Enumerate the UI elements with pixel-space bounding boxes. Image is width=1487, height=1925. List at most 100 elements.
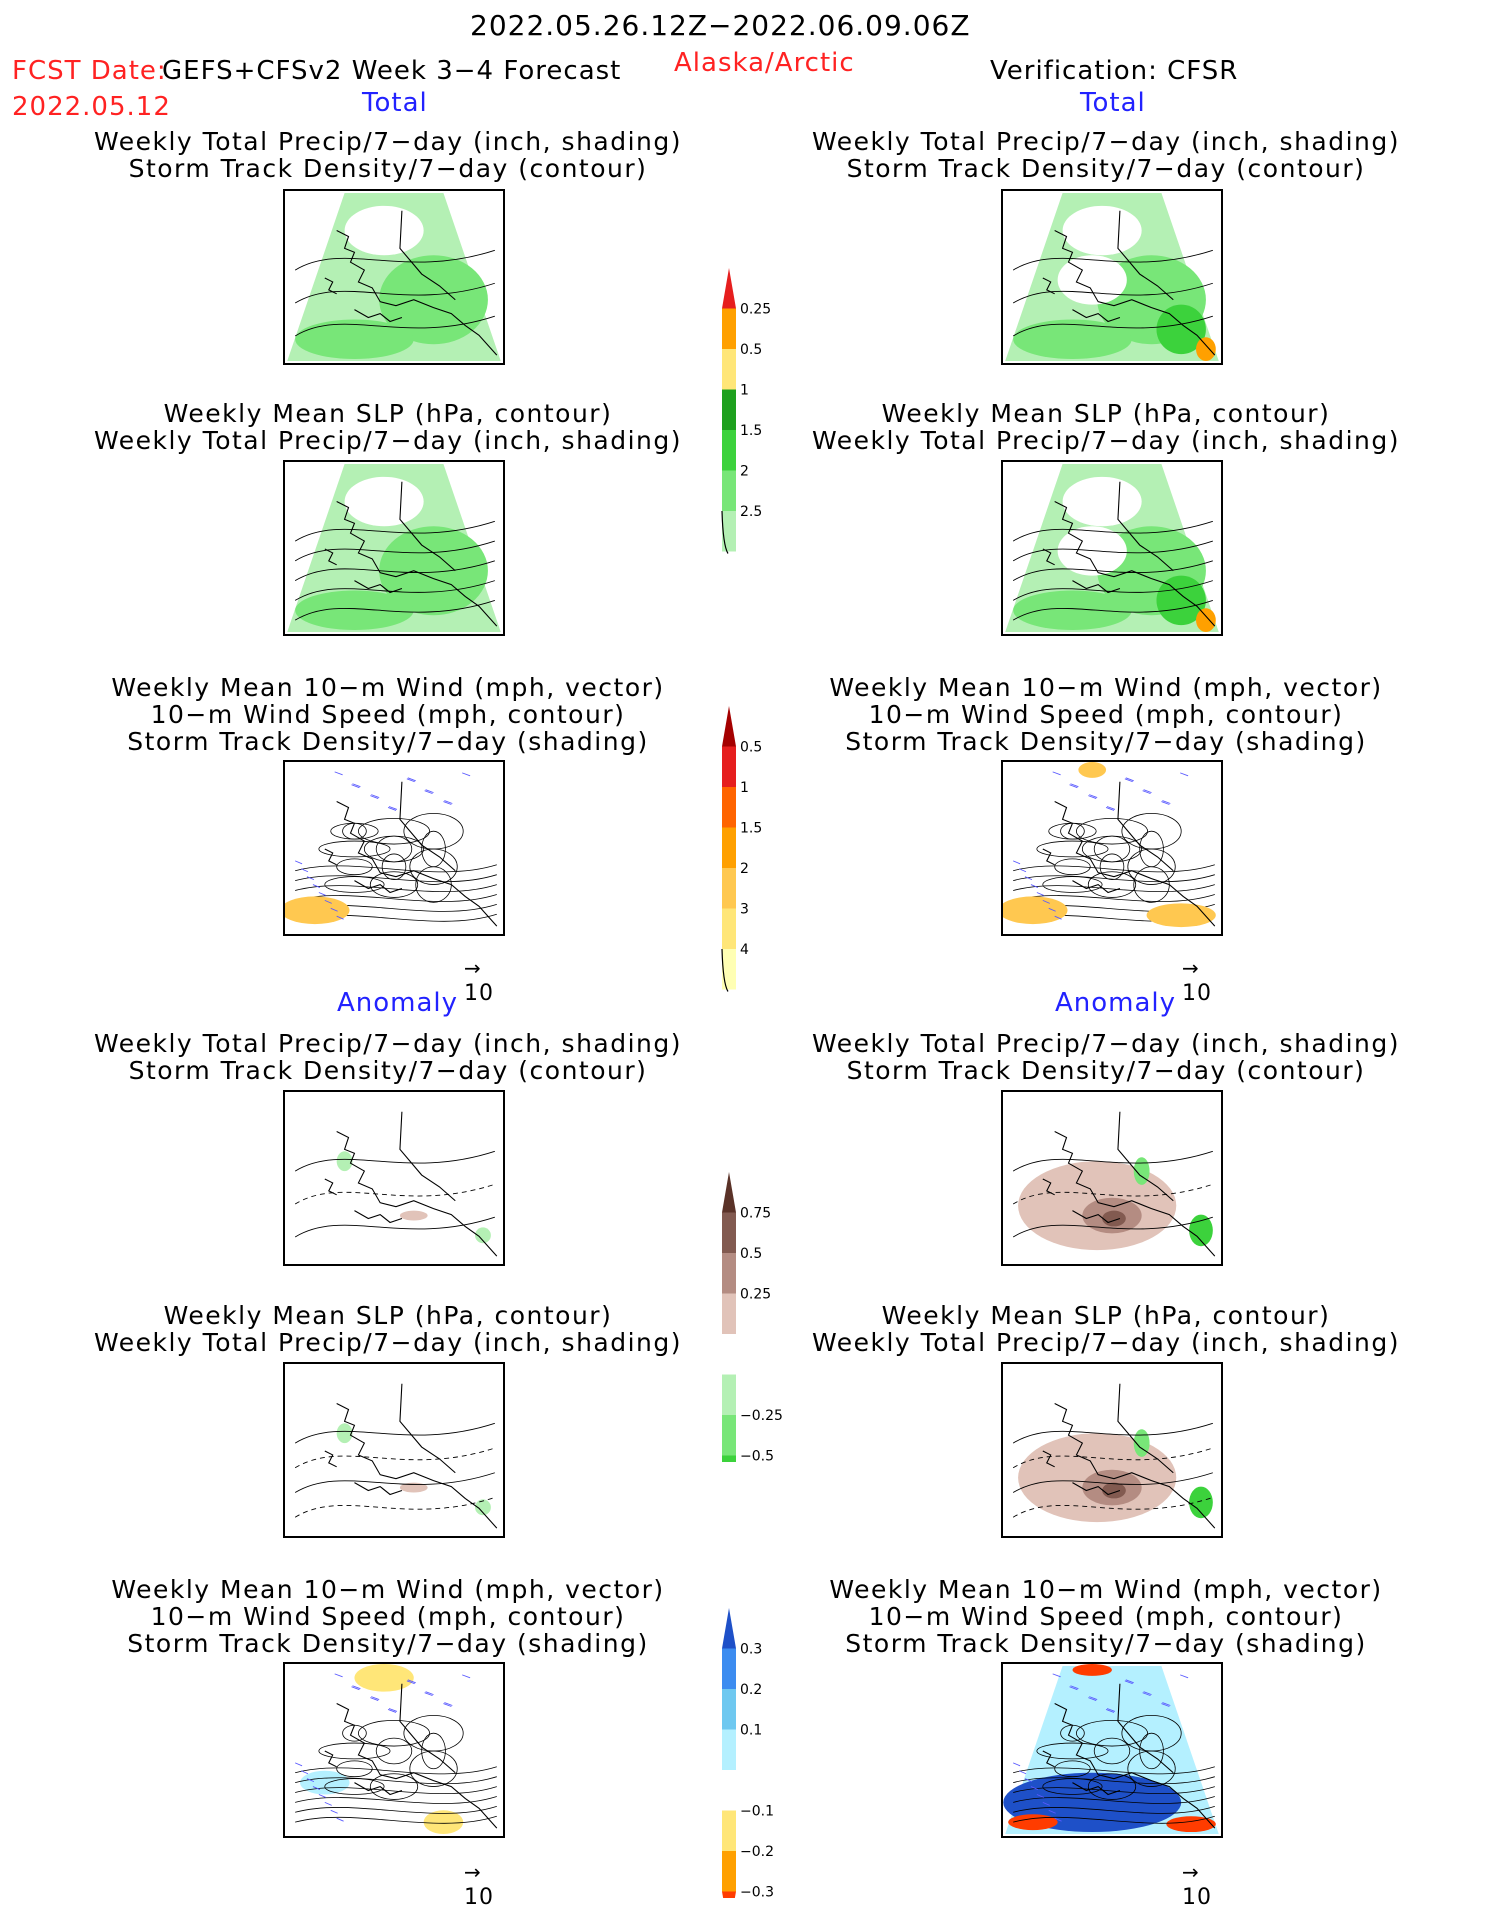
colorbar-swatch bbox=[722, 268, 736, 309]
coastline bbox=[1042, 781, 1216, 927]
wind-vectors bbox=[294, 771, 471, 920]
map-total-wind-forecast bbox=[283, 760, 505, 936]
precip-anomaly-shading bbox=[336, 1423, 353, 1444]
coastline bbox=[1042, 1683, 1216, 1829]
storm-anomaly-shading bbox=[354, 1664, 414, 1692]
precip-shading bbox=[1156, 575, 1206, 626]
colorbar-swatch bbox=[722, 1212, 736, 1253]
coastline bbox=[1042, 210, 1216, 356]
coastline bbox=[324, 481, 498, 627]
panel-title: Weekly Total Precip/7−day (inch, shading… bbox=[93, 127, 683, 183]
colorbar-swatch bbox=[722, 1253, 736, 1294]
colorbar-tail bbox=[721, 510, 729, 554]
coastline bbox=[324, 781, 498, 927]
vector-reference: → 10 bbox=[1182, 1860, 1212, 1910]
panel-title: Weekly Mean SLP (hPa, contour) Weekly Tot… bbox=[93, 399, 683, 455]
colorbar-swatch bbox=[722, 1455, 736, 1462]
colorbar-swatch bbox=[722, 1851, 736, 1892]
colorbar-tick-label: 0.25 bbox=[740, 302, 771, 318]
storm-density-shading bbox=[1146, 903, 1216, 928]
contour-lines bbox=[294, 1422, 495, 1518]
map-anomaly-slp-forecast bbox=[283, 1362, 505, 1538]
colorbar-swatch bbox=[722, 787, 736, 828]
coastline bbox=[1042, 1111, 1216, 1257]
precip-anomaly-shading bbox=[475, 1227, 491, 1244]
colorbar-swatch bbox=[722, 949, 736, 990]
precip-anomaly-shading bbox=[1133, 1429, 1150, 1457]
precip-shading bbox=[295, 590, 414, 631]
colorbar-tick-label: 2.5 bbox=[740, 504, 762, 520]
colorbar-swatch bbox=[722, 511, 736, 552]
fcst-date-label: FCST Date: bbox=[12, 56, 167, 86]
map-anomaly-wind-forecast bbox=[283, 1662, 505, 1838]
colorbar-swatch bbox=[722, 908, 736, 949]
map-anomaly-wind-verification bbox=[1001, 1662, 1223, 1838]
colorbar-swatch bbox=[722, 308, 736, 349]
panel-title: Weekly Mean 10−m Wind (mph, vector) 10−m … bbox=[111, 1575, 665, 1658]
panel-title: Weekly Mean SLP (hPa, contour) Weekly Tot… bbox=[93, 1301, 683, 1357]
precip-shading bbox=[1013, 319, 1132, 360]
wind-speed-contours bbox=[1013, 813, 1215, 922]
colorbar-tick-label: −0.1 bbox=[740, 1804, 774, 1820]
colorbar-swatch bbox=[722, 1648, 736, 1689]
storm-anomaly-shading bbox=[1008, 1814, 1058, 1831]
colorbar-swatch bbox=[722, 430, 736, 471]
coastline bbox=[1042, 1383, 1216, 1529]
colorbar-swatch bbox=[722, 1293, 736, 1334]
panel-title: Weekly Mean 10−m Wind (mph, vector) 10−m … bbox=[829, 1575, 1383, 1658]
precip-shading bbox=[1196, 608, 1216, 633]
section-total-left: Total bbox=[362, 88, 428, 118]
precip-anomaly-shading bbox=[399, 1482, 428, 1493]
storm-anomaly-shading bbox=[300, 1770, 350, 1795]
colorbar-tick-label: −0.5 bbox=[740, 1449, 774, 1463]
verification-label: Verification: CFSR bbox=[990, 56, 1239, 86]
map-total-precip-forecast bbox=[283, 189, 505, 365]
storm-density-shading bbox=[285, 896, 350, 925]
colorbar-tail bbox=[721, 948, 729, 992]
wind-vectors bbox=[294, 1673, 471, 1822]
colorbar-tick-label: 1.5 bbox=[740, 423, 762, 439]
colorbar-storm-anomaly: 0.3 0.2 0.1 −0.1 −0.2 −0.3 bbox=[722, 1608, 774, 1899]
colorbar-tick-label: 1 bbox=[740, 383, 749, 399]
colorbar-tick-label: 1 bbox=[740, 780, 749, 796]
panel-title: Weekly Mean SLP (hPa, contour) Weekly Tot… bbox=[811, 399, 1401, 455]
vector-reference: → 10 bbox=[464, 956, 494, 1006]
colorbar-tick-label: −0.3 bbox=[740, 1885, 774, 1899]
precip-anomaly-shading bbox=[336, 1151, 353, 1172]
forecast-name: GEFS+CFSv2 Week 3−4 Forecast bbox=[162, 56, 622, 86]
period-title: 2022.05.26.12Z−2022.06.09.06Z bbox=[470, 9, 971, 42]
colorbar-tick-label: 2 bbox=[740, 861, 749, 877]
colorbar-swatch bbox=[722, 1689, 736, 1730]
colorbar-tick-label: 0.5 bbox=[740, 342, 762, 358]
storm-anomaly-shading bbox=[1072, 1664, 1112, 1676]
wind-vectors bbox=[1012, 771, 1189, 920]
precip-shading bbox=[1196, 337, 1216, 362]
panel-title: Weekly Total Precip/7−day (inch, shading… bbox=[93, 1029, 683, 1085]
colorbar-tick-label: 0.2 bbox=[740, 1682, 762, 1698]
colorbar-tick-label: −0.25 bbox=[740, 1408, 783, 1424]
precip-anomaly-shading bbox=[1102, 1482, 1126, 1499]
precip-anomaly-shading bbox=[1102, 1210, 1126, 1227]
colorbar-storm-total: 0.5 1 1.5 2 3 4 bbox=[721, 706, 762, 992]
precip-shading bbox=[1013, 590, 1132, 631]
colorbar-swatch bbox=[722, 1415, 736, 1456]
coastline bbox=[324, 1683, 498, 1829]
precip-anomaly-shading bbox=[475, 1499, 491, 1516]
dry-area bbox=[1062, 476, 1142, 527]
dry-area bbox=[1062, 205, 1142, 256]
colorbar-tick-label: 3 bbox=[740, 902, 749, 918]
panel-title: Weekly Mean 10−m Wind (mph, vector) 10−m … bbox=[829, 673, 1383, 756]
dry-area bbox=[344, 205, 424, 256]
colorbar-swatch bbox=[722, 1729, 736, 1770]
precip-anomaly-shading bbox=[1133, 1157, 1150, 1185]
colorbar-tick-label: 1.5 bbox=[740, 821, 762, 837]
map-anomaly-slp-verification bbox=[1001, 1362, 1223, 1538]
coastline bbox=[324, 210, 498, 356]
colorbar-swatch bbox=[722, 746, 736, 787]
colorbar-swatch bbox=[722, 1172, 736, 1213]
colorbar-tick-label: −0.2 bbox=[740, 1844, 774, 1860]
colorbar-precip-anomaly: 0.750.50.25−0.25−0.5−0.75 bbox=[722, 1172, 783, 1463]
colorbar-tick-label: 0.5 bbox=[740, 1246, 762, 1262]
colorbar-tick-label: 0.3 bbox=[740, 1642, 762, 1658]
colorbar-swatch bbox=[722, 1770, 736, 1811]
